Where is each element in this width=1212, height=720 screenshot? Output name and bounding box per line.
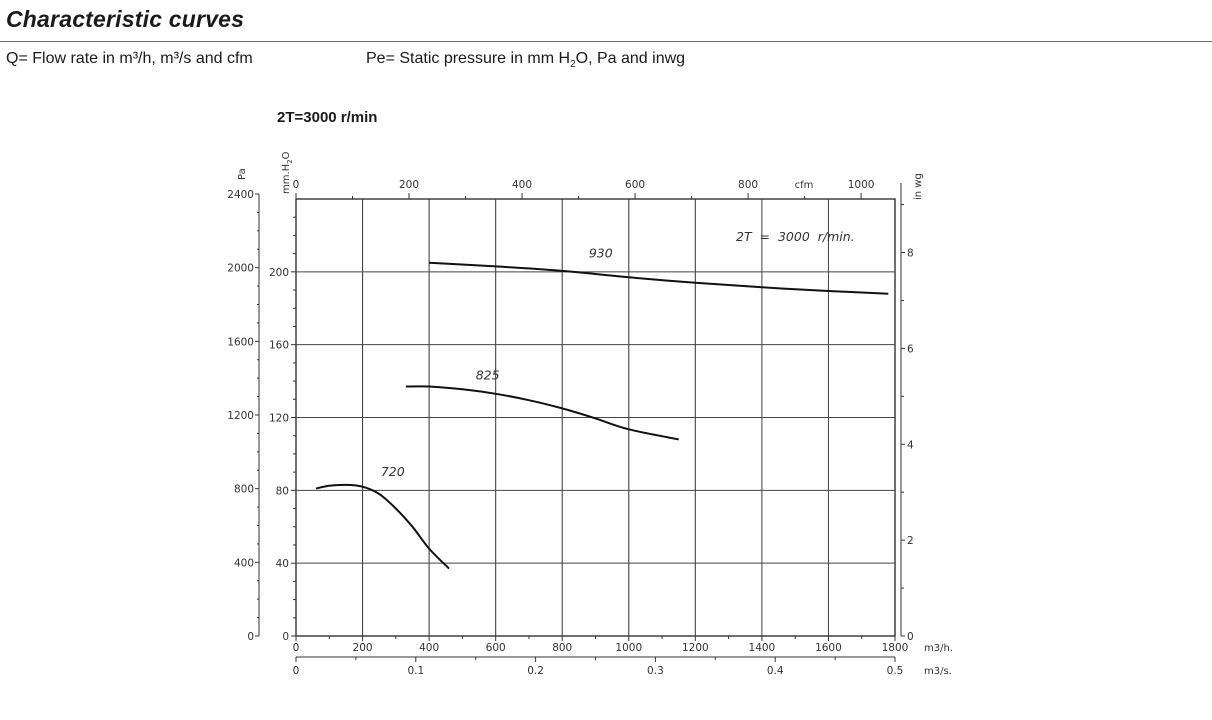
y-pa-tick-label: 1600: [227, 336, 254, 348]
x-m3h-tick-label: 1400: [749, 642, 776, 654]
pressure-legend-pre: Pe= Static pressure in mm H: [366, 50, 571, 67]
series-layer: 720 825 930: [315, 245, 889, 570]
y-pa-unit-label: Pa: [237, 168, 248, 180]
pressure-legend-sub: 2: [570, 59, 576, 71]
y-mmh2o-tick-label: 80: [276, 485, 289, 497]
x-cfm-tick-label: 400: [512, 179, 532, 191]
x-m3h-tick-label: 1200: [682, 642, 709, 654]
y-inwg-tick-label: 6: [907, 343, 914, 355]
y-inwg-tick-label: 0: [907, 631, 914, 643]
flow-legend: Q= Flow rate in m³/h, m³/s and cfm: [6, 50, 253, 67]
y-mmh2o-tick-label: 0: [282, 631, 289, 643]
curve-label-930: 930: [589, 245, 613, 260]
x-m3h-tick-label: 1800: [882, 642, 909, 654]
x-m3s-tick-label: 0.2: [527, 665, 544, 677]
y-pa-tick-label: 400: [234, 557, 254, 569]
x-cfm-tick-label: 800: [738, 179, 758, 191]
x-m3h-tick-label: 1600: [815, 642, 842, 654]
y-pa-tick-label: 2000: [227, 263, 254, 275]
x-cfm-tick-label: 1000: [848, 179, 875, 191]
speed-label: 2T=3000 r/min: [277, 109, 378, 126]
y-mmh2o-unit-post: O: [281, 151, 292, 159]
curve-720: [315, 483, 450, 570]
pressure-legend-post: O, Pa and inwg: [575, 50, 686, 67]
x-m3h-unit-label: m3/h.: [924, 643, 953, 654]
y-inwg-tick-label: 8: [907, 248, 914, 260]
y-pa-tick-label: 800: [234, 484, 254, 496]
y-mmh2o-tick-label: 120: [269, 413, 289, 425]
y-mmh2o-unit-pre: mm.H: [281, 164, 292, 194]
x-cfm-tick-label: 600: [625, 179, 645, 191]
x-m3s-unit-label: m3/s.: [924, 666, 952, 677]
curve-label-825: 825: [476, 367, 500, 382]
x-m3h-tick-label: 600: [486, 642, 506, 654]
title-divider: [0, 41, 1212, 42]
y-inwg-tick-label: 4: [907, 439, 914, 451]
x-m3h-tick-label: 800: [552, 642, 572, 654]
pressure-legend: Pe= Static pressure in mm H2O, Pa and in…: [366, 50, 685, 70]
x-cfm-unit-label: cfm: [795, 180, 814, 191]
y-mmh2o-tick-label: 160: [269, 340, 289, 352]
y-inwg-unit-label: in wg: [913, 173, 924, 200]
x-m3h-tick-label: 1000: [615, 642, 642, 654]
grid-layer: [295, 198, 896, 637]
y-inwg-tick-label: 2: [907, 535, 914, 547]
x-m3h-tick-label: 200: [353, 642, 373, 654]
x-m3h-tick-label: 400: [419, 642, 439, 654]
y-pa-tick-label: 1200: [227, 410, 254, 422]
x-m3s-tick-label: 0.4: [767, 665, 784, 677]
y-mmh2o-unit-sub: 2: [286, 159, 294, 163]
x-cfm-tick-label: 200: [399, 179, 419, 191]
curve-825: [405, 385, 679, 441]
y-pa-tick-label: 0: [247, 631, 254, 643]
y-mmh2o-tick-label: 40: [276, 558, 289, 570]
y-mmh2o-tick-label: 200: [269, 267, 289, 279]
curve-label-720: 720: [381, 464, 405, 479]
x-m3s-tick-label: 0: [293, 665, 300, 677]
y-mmh2o-unit-label: mm.H2O: [281, 151, 294, 194]
page-title: Characteristic curves: [6, 6, 245, 32]
curve-930: [429, 261, 889, 295]
x-m3h-tick-label: 0: [293, 642, 300, 654]
x-m3s-tick-label: 0.5: [887, 665, 904, 677]
x-m3s-tick-label: 0.1: [407, 665, 424, 677]
x-m3s-tick-label: 0.3: [647, 665, 664, 677]
x-cfm-tick-label: 0: [293, 179, 300, 191]
chart-annotation: 2T = 3000 r/min.: [736, 229, 855, 244]
y-pa-tick-label: 2400: [227, 189, 254, 201]
axes-layer: 0 200 400 600 800 1000 1200 1400 1600 1800 m3/h.0 0…: [227, 151, 953, 677]
